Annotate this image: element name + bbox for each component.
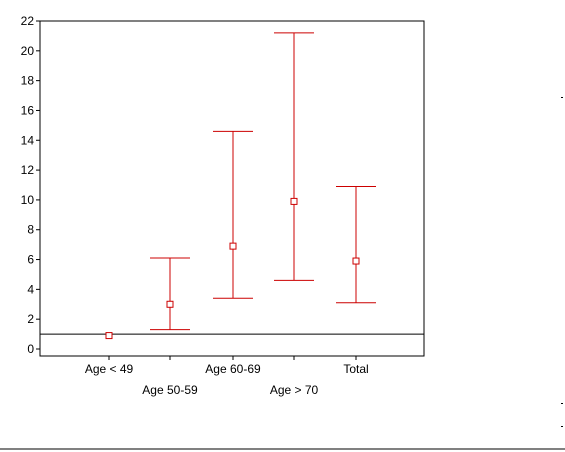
x-tick-label: Age 60-69 bbox=[205, 362, 261, 376]
x-tick-label: Age > 70 bbox=[270, 383, 319, 397]
mean-marker bbox=[352, 257, 360, 265]
x-tick-label: Age 50-59 bbox=[142, 383, 198, 397]
y-tick-label: 6 bbox=[27, 253, 34, 267]
edge-mark bbox=[561, 97, 563, 98]
mean-marker bbox=[229, 242, 237, 250]
y-tick-label: 14 bbox=[21, 133, 35, 147]
y-tick-label: 2 bbox=[27, 312, 34, 326]
plot-frame bbox=[39, 20, 425, 357]
y-tick-label: 4 bbox=[27, 282, 34, 296]
edge-mark bbox=[561, 426, 563, 427]
y-tick-label: 20 bbox=[21, 44, 35, 58]
edge-mark bbox=[561, 403, 563, 404]
y-tick-label: 22 bbox=[21, 14, 35, 28]
y-tick-label: 18 bbox=[21, 74, 35, 88]
y-tick-label: 0 bbox=[27, 342, 34, 356]
x-tick-label: Total bbox=[343, 362, 368, 376]
mean-marker bbox=[166, 300, 174, 308]
y-tick-label: 12 bbox=[21, 163, 35, 177]
y-tick-label: 16 bbox=[21, 103, 35, 117]
mean-marker bbox=[105, 332, 113, 340]
mean-marker bbox=[290, 197, 298, 205]
y-tick-label: 8 bbox=[27, 223, 34, 237]
x-tick-label: Age < 49 bbox=[85, 362, 134, 376]
y-tick-label: 10 bbox=[21, 193, 35, 207]
